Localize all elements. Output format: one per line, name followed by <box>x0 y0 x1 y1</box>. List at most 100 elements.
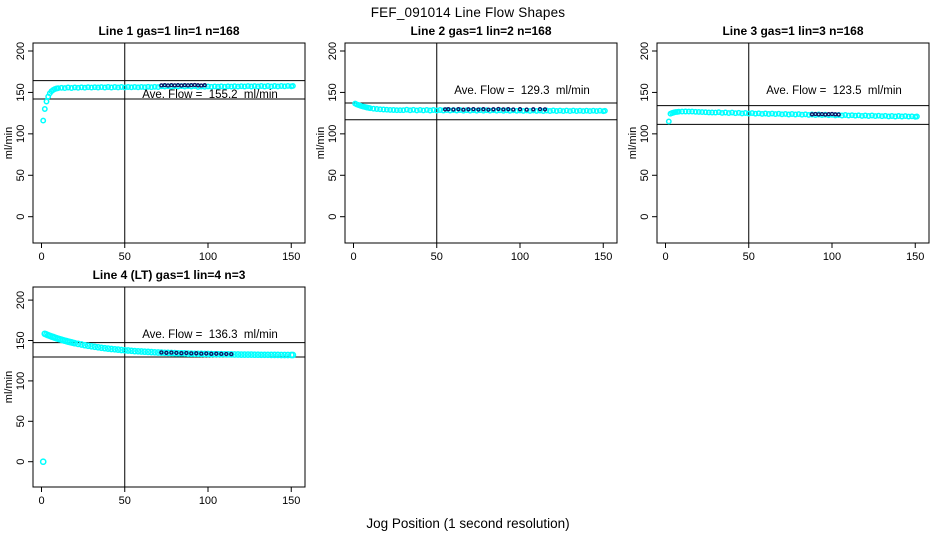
data-point <box>101 344 109 352</box>
dark-data-point <box>219 351 224 357</box>
data-point <box>865 113 872 119</box>
data-point <box>271 83 278 89</box>
data-point <box>712 109 719 116</box>
data-point <box>108 84 115 91</box>
data-point <box>218 83 225 90</box>
dark-data-point <box>164 350 169 355</box>
data-point <box>217 350 225 358</box>
dark-data-point <box>517 107 523 112</box>
data-point <box>154 349 162 356</box>
data-point <box>742 110 749 116</box>
data-point <box>902 113 909 120</box>
dark-data-point <box>501 107 506 112</box>
x-tick-label: 150 <box>282 495 300 507</box>
data-point <box>752 110 759 117</box>
panel-2-title: Line 2 gas=1 lin=2 n=168 <box>410 24 552 38</box>
dark-data-point <box>816 112 821 117</box>
data-point <box>433 107 440 114</box>
data-point <box>782 110 789 117</box>
data-point <box>560 108 567 115</box>
data-point <box>869 112 875 119</box>
dark-data-point <box>506 107 511 112</box>
data-point <box>231 351 238 358</box>
data-point <box>719 109 726 116</box>
data-point <box>567 108 573 115</box>
y-tick-label: 100 <box>639 125 651 143</box>
data-point <box>145 83 152 90</box>
dark-data-point <box>491 107 496 112</box>
data-point <box>128 84 135 91</box>
data-point <box>274 83 281 90</box>
data-point <box>547 108 553 114</box>
data-point <box>785 111 792 118</box>
data-point <box>41 106 48 112</box>
data-point <box>370 105 377 112</box>
data-point <box>108 345 115 353</box>
data-point <box>417 106 424 113</box>
data-point <box>281 83 288 90</box>
data-point <box>675 108 682 115</box>
data-point <box>101 84 108 91</box>
data-point <box>128 347 135 355</box>
data-point <box>141 348 149 356</box>
data-point <box>859 112 865 119</box>
data-point <box>98 84 105 91</box>
panel-4-y-axis-label: ml/min <box>3 370 15 404</box>
dark-data-point <box>174 350 179 356</box>
data-point <box>852 112 859 119</box>
data-point <box>138 83 145 90</box>
data-point <box>590 107 597 114</box>
dark-data-point <box>169 350 174 355</box>
dark-data-point <box>229 351 234 357</box>
dark-data-point <box>209 351 214 356</box>
data-point <box>679 108 686 115</box>
data-point <box>74 340 82 348</box>
dark-data-point <box>446 107 451 112</box>
data-point <box>255 83 261 90</box>
data-point <box>885 113 892 120</box>
data-point <box>377 106 384 113</box>
data-point <box>550 107 557 114</box>
data-point <box>118 84 125 90</box>
data-point <box>261 83 268 90</box>
plot-frame <box>656 42 930 244</box>
data-point <box>289 82 296 89</box>
data-point <box>802 111 809 118</box>
data-point <box>78 84 85 91</box>
dark-data-point <box>486 107 491 112</box>
dark-data-point <box>184 350 189 356</box>
data-point <box>480 107 487 114</box>
data-point <box>168 349 175 357</box>
x-tick-label: 0 <box>662 251 668 263</box>
data-point <box>277 351 285 359</box>
dark-data-point <box>813 111 818 117</box>
data-point <box>289 351 297 359</box>
data-point <box>95 84 102 91</box>
dark-data-point <box>194 351 199 356</box>
x-tick-label: 50 <box>119 495 131 507</box>
data-point <box>65 84 72 91</box>
data-point <box>799 111 805 118</box>
data-point <box>148 84 155 91</box>
dark-data-point <box>214 351 219 356</box>
x-tick-label: 150 <box>594 251 612 263</box>
data-point <box>138 348 145 355</box>
data-point <box>685 108 692 115</box>
data-point <box>849 112 855 119</box>
data-point <box>121 84 128 91</box>
data-point <box>247 351 255 358</box>
data-point <box>888 113 895 119</box>
data-point <box>228 83 235 90</box>
data-point <box>576 107 583 114</box>
data-point <box>400 107 407 114</box>
x-tick-label: 50 <box>743 251 755 263</box>
data-point <box>570 107 577 114</box>
data-point <box>593 108 600 115</box>
data-point <box>81 84 88 91</box>
data-point <box>141 84 148 91</box>
y-tick-label: 50 <box>639 169 651 181</box>
data-point <box>862 112 869 119</box>
data-point <box>227 351 235 358</box>
dark-data-point <box>224 351 229 357</box>
data-point <box>875 112 882 119</box>
